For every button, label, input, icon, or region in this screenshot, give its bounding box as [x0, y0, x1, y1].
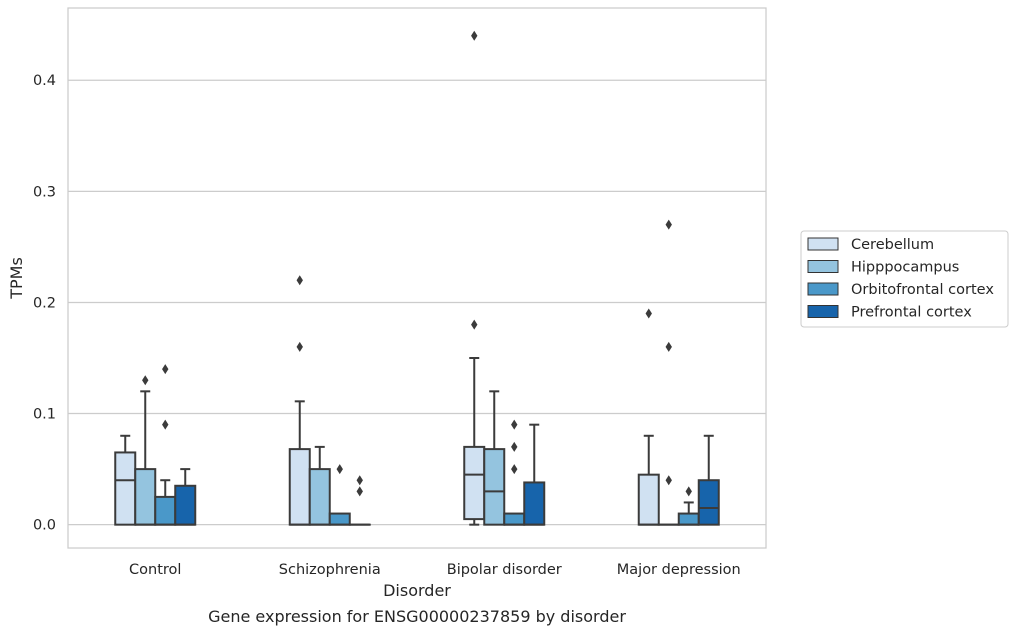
axis-ticks: 0.0 0.1 0.2 0.3 0.4 Control Schizophrenia Bipol… — [33, 73, 741, 578]
box — [483, 448, 506, 526]
box-group — [308, 445, 331, 526]
outlier-point — [142, 375, 149, 386]
outlier-point — [162, 364, 169, 375]
box — [463, 445, 486, 521]
outlier-point — [356, 486, 363, 497]
outlier-point — [665, 219, 672, 230]
box — [174, 484, 197, 526]
box-group — [114, 434, 137, 526]
box — [697, 479, 720, 526]
box — [134, 468, 157, 526]
y-tick-label: 0.0 — [33, 518, 56, 534]
x-axis-label: Disorder — [383, 581, 451, 600]
box-plot-layer — [114, 30, 720, 526]
box-group — [483, 390, 506, 526]
grid-lines — [68, 79, 766, 526]
legend-frame — [800, 230, 1009, 328]
x-tick-label: Major depression — [617, 562, 741, 578]
outlier-point — [356, 475, 363, 486]
box — [523, 481, 546, 526]
box — [114, 451, 137, 526]
box-group — [154, 364, 177, 526]
outlier-point — [645, 308, 652, 319]
box-group — [677, 486, 700, 526]
y-tick-label: 0.3 — [33, 184, 56, 200]
y-tick-label: 0.4 — [33, 73, 56, 89]
plot-frame — [67, 7, 767, 549]
x-tick-label: Control — [129, 562, 181, 578]
outlier-point — [511, 441, 518, 452]
box — [328, 512, 351, 526]
box-group — [348, 475, 371, 526]
legend-entry-label: Orbitofrontal cortex — [851, 282, 994, 298]
box — [503, 512, 526, 526]
outlier-point — [296, 275, 303, 286]
x-tick-label: Schizophrenia — [279, 562, 381, 578]
legend: Cerebellum Hipppocampus Orbitofrontal cort… — [800, 230, 1009, 328]
outlier-point — [162, 419, 169, 430]
box — [154, 495, 177, 526]
legend-swatch — [807, 282, 839, 296]
y-tick-label: 0.2 — [33, 295, 56, 311]
outlier-point — [471, 30, 478, 41]
box-group — [523, 423, 546, 526]
outlier-point — [665, 341, 672, 352]
box-group — [637, 308, 660, 526]
box-group — [328, 464, 351, 526]
legend-swatch — [807, 260, 839, 273]
box-group — [463, 30, 486, 526]
box — [288, 448, 311, 526]
y-axis-label: TPMs — [7, 257, 26, 300]
figure-caption: Gene expression for ENSG00000237859 by d… — [208, 607, 626, 626]
outlier-point — [336, 464, 343, 475]
outlier-point — [511, 419, 518, 430]
legend-entry-label: Cerebellum — [851, 237, 934, 253]
legend-swatch — [807, 237, 839, 251]
box-group — [657, 219, 680, 526]
legend-entry-label: Prefrontal cortex — [851, 305, 972, 321]
box — [637, 473, 660, 526]
box-group — [174, 468, 197, 526]
outlier-point — [296, 341, 303, 352]
box-group — [134, 375, 157, 526]
box-group — [288, 275, 311, 526]
outlier-point — [685, 486, 692, 497]
legend-entry-label: Hipppocampus — [851, 260, 959, 276]
box-group — [503, 419, 526, 526]
y-tick-label: 0.1 — [33, 407, 56, 423]
x-tick-label: Bipolar disorder — [447, 562, 562, 578]
box — [308, 468, 331, 526]
outlier-point — [665, 475, 672, 486]
outlier-point — [471, 319, 478, 330]
box-group — [697, 434, 720, 526]
outlier-point — [511, 464, 518, 475]
box — [677, 512, 700, 526]
legend-swatch — [807, 305, 839, 318]
